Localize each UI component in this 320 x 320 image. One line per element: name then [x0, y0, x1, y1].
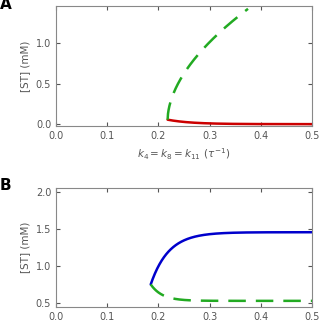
- Text: B: B: [0, 178, 11, 193]
- Y-axis label: [ST] (mM): [ST] (mM): [20, 222, 30, 273]
- Y-axis label: [ST] (mM): [ST] (mM): [20, 40, 30, 92]
- X-axis label: $k_4 = k_8 = k_{11}\ (\tau^{-1})$: $k_4 = k_8 = k_{11}\ (\tau^{-1})$: [137, 146, 231, 162]
- Text: A: A: [0, 0, 12, 12]
